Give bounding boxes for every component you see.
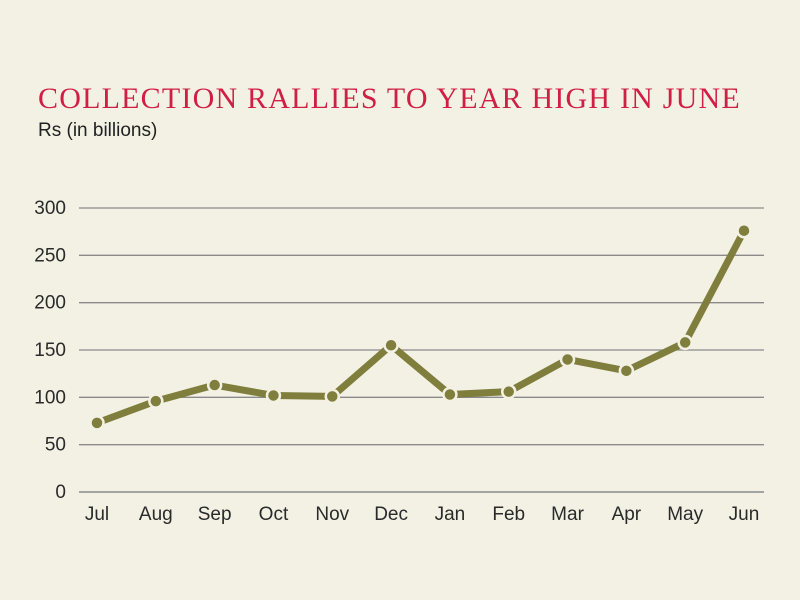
x-tick-label-2: Sep [198,504,232,525]
x-tick-label-5: Dec [374,504,408,525]
y-tick-label-2: 100 [34,387,66,408]
x-tick-label-8: Mar [551,504,584,525]
y-tick-label-5: 250 [34,245,66,266]
x-tick-label-1: Aug [139,504,173,525]
data-point-mar [559,351,576,368]
data-point-nov [324,388,341,405]
data-point-jan [442,386,458,403]
x-tick-label-7: Feb [492,504,525,525]
x-tick-label-10: May [667,504,703,525]
x-tick-label-9: Apr [612,504,642,525]
gridlines [79,207,764,493]
series-line-0 [93,227,748,427]
y-tick-label-6: 300 [34,198,66,219]
y-tick-label-1: 50 [45,435,66,456]
data-point-apr [618,363,635,379]
chart-subtitle: Rs (in billions) [38,120,158,141]
x-tick-label-3: Oct [259,504,289,525]
data-point-dec [383,337,399,354]
data-point-feb [500,383,517,400]
x-tick-label-0: Jul [85,504,109,525]
y-tick-label-4: 200 [34,293,66,314]
data-point-jul [89,415,105,431]
data-point-oct [265,387,282,404]
y-tick-label-3: 150 [34,340,66,361]
data-point-jun [736,222,752,239]
series-line-group [93,227,748,427]
x-axis-tick-labels: Jul Aug Sep Oct Nov Dec Jan Feb Mar Apr May Jun [85,504,759,525]
chart-title: COLLECTION RALLIES TO YEAR HIGH IN JUNE [38,82,741,115]
x-tick-label-4: Nov [315,504,349,525]
data-point-aug [148,393,164,409]
data-point-may [677,334,693,351]
y-axis-tick-labels: 0 50 100 150 200 250 300 [34,198,66,503]
data-point-sep [206,377,223,393]
data-points [89,222,752,431]
y-tick-label-0: 0 [55,482,66,503]
x-tick-label-11: Jun [729,504,760,525]
x-tick-label-6: Jan [435,504,466,525]
